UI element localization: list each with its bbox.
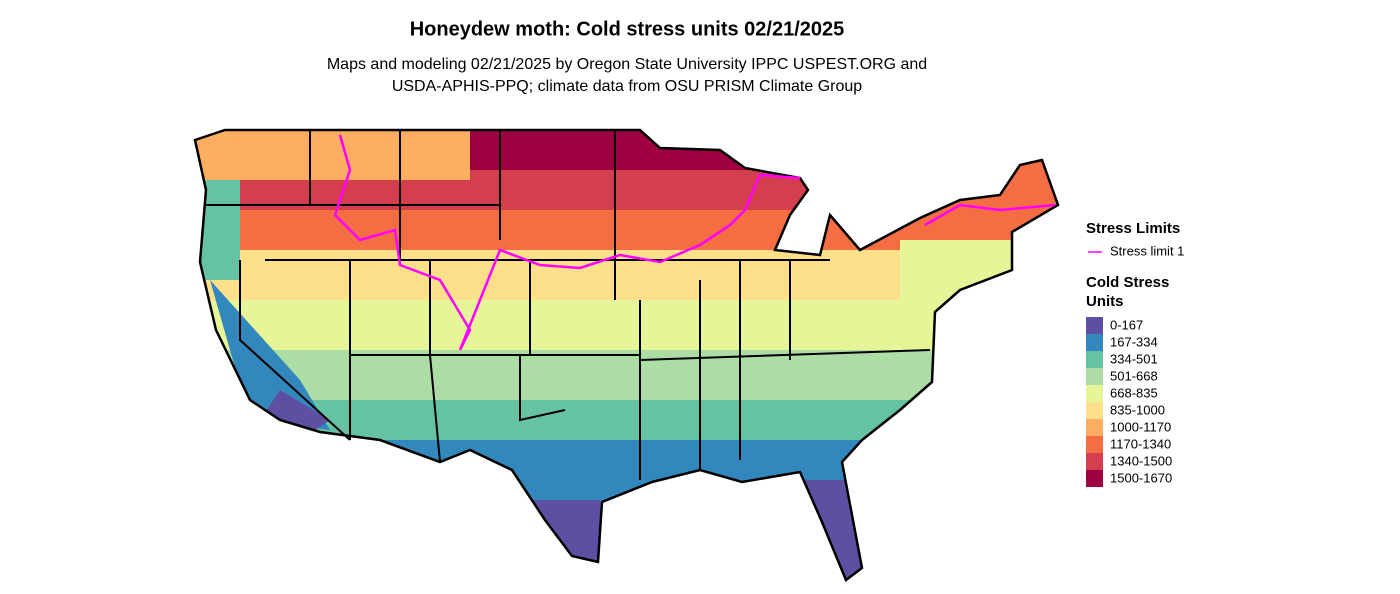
legend-label: Stress limit 1	[1110, 243, 1184, 258]
legend-swatch	[1086, 402, 1103, 419]
legend-label: 0-167	[1110, 317, 1143, 332]
map-band	[195, 180, 240, 280]
legend-swatch	[1086, 368, 1103, 385]
map-band	[500, 130, 640, 170]
legend-title: Stress Limits	[1086, 220, 1180, 237]
legend-label: 1500-1670	[1110, 470, 1172, 485]
title: Honeydew moth: Cold stress units 02/21/2…	[410, 18, 845, 40]
legend-label: 668-835	[1110, 385, 1158, 400]
map-band	[195, 350, 1058, 400]
map-band	[195, 130, 470, 180]
legend-title: Units	[1086, 293, 1124, 310]
legend-label: 334-501	[1110, 351, 1158, 366]
legend-label: 1170-1340	[1110, 436, 1171, 451]
legend-swatch	[1086, 436, 1103, 453]
subtitle: Maps and modeling 02/21/2025 by Oregon S…	[327, 56, 927, 73]
map-band	[900, 240, 1058, 300]
map-band	[195, 300, 1058, 350]
map-band	[195, 500, 1058, 580]
legend-swatch	[1086, 351, 1103, 368]
legend-swatch	[1086, 334, 1103, 351]
state-borders	[205, 130, 931, 480]
map-fill	[195, 130, 1058, 580]
stress-limit-contour	[924, 203, 1056, 227]
legend-label: 1000-1170	[1110, 419, 1171, 434]
stress-limit-contour	[333, 134, 801, 351]
subtitle: USDA-APHIS-PPQ; climate data from OSU PR…	[392, 78, 862, 95]
legend-title: Cold Stress	[1086, 274, 1169, 291]
legend-label: 167-334	[1110, 334, 1158, 349]
legend-swatch	[1086, 419, 1103, 436]
legend-swatch	[1086, 385, 1103, 402]
legend-swatch	[1086, 470, 1103, 487]
legend-swatch	[1086, 317, 1103, 334]
map-band	[870, 130, 1058, 240]
map-band	[600, 440, 720, 580]
legend-label: 835-1000	[1110, 402, 1165, 417]
legend-label: 501-668	[1110, 368, 1158, 383]
legend-swatch	[1086, 453, 1103, 470]
legend-label: 1340-1500	[1110, 453, 1172, 468]
